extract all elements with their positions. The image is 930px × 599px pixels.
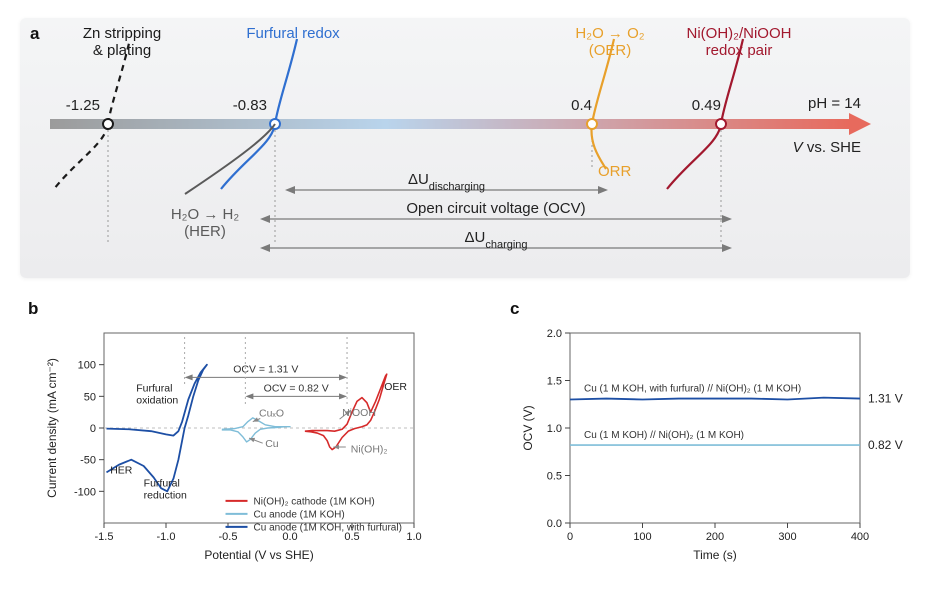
panel-b: b -1.5-1.0-0.50.00.51.0-100-50050100Pote…: [28, 303, 458, 583]
panel-c: c 01002003004000.00.51.01.52.0Time (s)OC…: [510, 303, 920, 583]
svg-text:0.0: 0.0: [547, 518, 562, 530]
svg-text:2.0: 2.0: [547, 328, 562, 340]
svg-text:Ni(OH)₂/NiOOH: Ni(OH)₂/NiOOH: [687, 25, 792, 42]
svg-text:0.82 V: 0.82 V: [868, 438, 903, 452]
svg-text:Cu: Cu: [265, 438, 279, 450]
svg-text:-1.5: -1.5: [95, 531, 114, 543]
svg-text:Furfural redox: Furfural redox: [246, 25, 340, 42]
svg-text:Current density (mA cm⁻²): Current density (mA cm⁻²): [45, 358, 59, 498]
panel-c-svg: 0 100 200 300 400 0.0 0.5 1.0 1.5 2.0 Time (s) OCV …: [510, 303, 920, 583]
svg-text:& plating: & plating: [93, 42, 151, 59]
svg-text:50: 50: [84, 391, 96, 403]
svg-text:-1.25: -1.25: [66, 97, 100, 114]
svg-text:400: 400: [851, 531, 869, 543]
svg-text:Cu (1 M KOH, with furfural) /: Cu (1 M KOH, with furfural) // Ni(OH)₂ (…: [584, 384, 801, 395]
svg-text:reduction: reduction: [144, 489, 187, 501]
svg-text:pH = 14: pH = 14: [808, 95, 861, 112]
svg-text:-0.83: -0.83: [233, 97, 267, 114]
svg-text:0: 0: [90, 423, 96, 435]
svg-text:200: 200: [706, 531, 724, 543]
svg-text:-50: -50: [80, 455, 96, 467]
svg-text:ORR: ORR: [598, 163, 632, 180]
svg-text:-1.0: -1.0: [157, 531, 176, 543]
svg-text:1.0: 1.0: [547, 423, 562, 435]
svg-text:0.5: 0.5: [547, 471, 562, 483]
svg-text:oxidation: oxidation: [136, 394, 178, 406]
svg-text:Cu (1 M KOH) // Ni(OH)₂ (1 M K: Cu (1 M KOH) // Ni(OH)₂ (1 M KOH): [584, 430, 744, 441]
svg-text:Furfural: Furfural: [144, 477, 180, 489]
panel-a-svg: pH = 14 V vs. SHE -1.25 Zn stripping& plati…: [20, 18, 910, 278]
svg-text:0.4: 0.4: [571, 97, 592, 114]
svg-text:Ni(OH)₂: Ni(OH)₂: [351, 444, 388, 456]
svg-text:OER: OER: [384, 381, 407, 393]
svg-text:Time (s): Time (s): [693, 548, 737, 562]
svg-text:H₂O → H₂: H₂O → H₂: [171, 206, 239, 223]
svg-text:1.31 V: 1.31 V: [868, 392, 903, 406]
figure: a pH = 14V vs. SHE-1.25Zn stripping& pla…: [0, 0, 930, 599]
svg-text:100: 100: [633, 531, 651, 543]
svg-text:Cu anode (1M KOH, with furfura: Cu anode (1M KOH, with furfural): [254, 522, 402, 533]
svg-text:Furfural: Furfural: [136, 382, 172, 394]
svg-text:Potential (V vs SHE): Potential (V vs SHE): [204, 548, 313, 562]
svg-text:CuₓO: CuₓO: [259, 408, 284, 420]
svg-text:H₂O → O₂: H₂O → O₂: [575, 25, 644, 42]
svg-text:OCV = 1.31 V: OCV = 1.31 V: [233, 363, 298, 375]
svg-text:HER: HER: [110, 465, 133, 477]
svg-text:-0.5: -0.5: [219, 531, 238, 543]
svg-text:(OER): (OER): [589, 42, 632, 59]
panel-a: a pH = 14V vs. SHE-1.25Zn stripping& pla…: [20, 18, 910, 278]
svg-text:(HER): (HER): [184, 223, 226, 240]
svg-text:1.5: 1.5: [547, 376, 562, 388]
svg-text:0.49: 0.49: [692, 97, 721, 114]
svg-text:Open circuit voltage (OCV): Open circuit voltage (OCV): [406, 200, 585, 217]
panel-b-svg: -1.5-1.0-0.50.00.51.0-100-50050100Potent…: [28, 303, 458, 583]
svg-text:Cu anode (1M KOH): Cu anode (1M KOH): [254, 509, 345, 520]
svg-text:1.0: 1.0: [406, 531, 421, 543]
svg-text:OCV (V): OCV (V): [521, 405, 535, 450]
svg-text:Ni(OH)₂ cathode (1M KOH): Ni(OH)₂ cathode (1M KOH): [254, 496, 375, 507]
svg-text:0: 0: [567, 531, 573, 543]
svg-text:Zn stripping: Zn stripping: [83, 25, 161, 42]
svg-text:OCV = 0.82 V: OCV = 0.82 V: [264, 382, 329, 394]
svg-text:V vs. SHE: V vs. SHE: [793, 139, 861, 156]
svg-text:NiOOH: NiOOH: [342, 407, 376, 419]
svg-text:-100: -100: [74, 486, 96, 498]
svg-text:100: 100: [78, 360, 96, 372]
svg-text:300: 300: [778, 531, 796, 543]
svg-text:redox pair: redox pair: [706, 42, 773, 59]
